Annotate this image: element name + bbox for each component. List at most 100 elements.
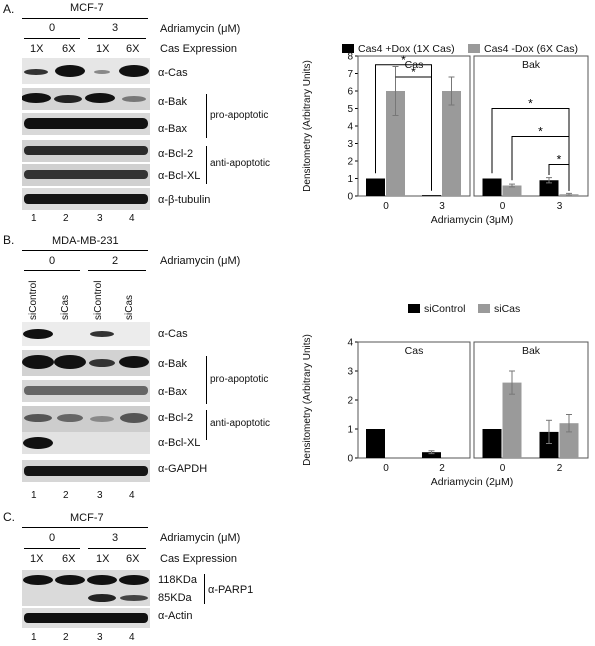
- panel-c-dose-0: 0: [49, 532, 56, 544]
- panel-c-cond-1: 1X: [30, 553, 44, 565]
- panel-a-cond-2: 6X: [62, 43, 76, 55]
- x-tick-label: 3: [439, 201, 445, 212]
- panel-b-dose-1: 2: [112, 255, 119, 267]
- panel-b-cell-line: MDA-MB-231: [52, 235, 119, 247]
- y-tick-label: 2: [347, 396, 353, 407]
- subpanel-frame-cas: [357, 55, 471, 197]
- panel-c-adriamycin-label: Adriamycin (μM): [160, 532, 241, 544]
- bar-bak-cas4-dox-1x-cas--3: [539, 180, 559, 196]
- panel-b-blot-label-2: α-Bak: [158, 358, 187, 370]
- chart-a-densitometry: Cas4 +Dox (1X Cas) Cas4 -Dox (6X Cas) Dens…: [302, 43, 589, 225]
- significance-star: *: [538, 125, 543, 139]
- panel-a-letter: A.: [3, 2, 15, 16]
- panel-a-dose-1: 3: [112, 22, 119, 34]
- bar-cas-cas4-dox-1x-cas--3: [422, 195, 441, 196]
- panel-c-cond-4: 6X: [126, 553, 140, 565]
- significance-bracket: [511, 136, 570, 191]
- panel-b-cond-1: siControl: [28, 280, 39, 320]
- bar-bak-sicas-2: [559, 423, 579, 458]
- bar-cas-sicontrol-2: [422, 452, 441, 458]
- bar-bak-sicontrol-2: [539, 431, 559, 458]
- x-axis-label: Adriamycin (3μM): [431, 214, 513, 225]
- panel-a-cond-4: 6X: [126, 43, 140, 55]
- panel-a-blot-label-2: α-Bak: [158, 96, 187, 108]
- panel-b-lane-2: 2: [63, 490, 69, 501]
- subpanel-frame-cas: [357, 341, 471, 459]
- panel-c-band-118: 118KDa: [158, 574, 197, 586]
- subpanel-title-cas: Cas: [405, 345, 424, 357]
- panel-c-lane-3: 3: [97, 632, 103, 643]
- panel-c-cell-line: MCF-7: [70, 512, 104, 524]
- panel-b-dose-0: 0: [49, 255, 56, 267]
- x-tick-label: 0: [500, 201, 506, 212]
- panel-b-lane-4: 4: [129, 490, 135, 501]
- panel-b-cond-2: siCas: [60, 294, 71, 320]
- panel-a-anti-apoptotic: anti-apoptotic: [210, 158, 271, 169]
- panel-c-actin-label: α-Actin: [158, 610, 193, 622]
- panel-a-blot-label-3: α-Bax: [158, 123, 187, 135]
- bar-bak-cas4-dox-6x-cas--0: [502, 185, 522, 196]
- y-tick-label: 1: [347, 425, 353, 436]
- x-tick-label: 0: [383, 463, 389, 474]
- panel-c-cas-expression-label: Cas Expression: [160, 553, 238, 565]
- significance-bracket: [491, 108, 570, 191]
- legend-label-1: siControl: [424, 303, 465, 315]
- panel-a-cell-line: MCF-7: [70, 2, 104, 14]
- panel-a-blot-label-4: α-Bcl-2: [158, 148, 194, 160]
- legend-swatch-1: [342, 44, 354, 53]
- y-axis-label: Densitometry (Arbitrary Units): [302, 334, 313, 466]
- y-tick-label: 0: [347, 192, 353, 203]
- panel-a-blot-label-1: α-Cas: [158, 67, 188, 79]
- y-tick-label: 0: [347, 454, 353, 465]
- panel-a-blot-label-5: α-Bcl-XL: [158, 170, 201, 182]
- legend-label-2: Cas4 -Dox (6X Cas): [484, 43, 578, 55]
- bar-bak-cas4-dox-1x-cas--0: [482, 178, 502, 196]
- panel-b-adriamycin-label: Adriamycin (μM): [160, 255, 241, 267]
- y-tick-label: 2: [347, 157, 353, 168]
- panel-a-western-blot: [21, 58, 150, 210]
- x-tick-label: 2: [439, 463, 445, 474]
- y-axis-label: Densitometry (Arbitrary Units): [302, 60, 313, 192]
- panel-c-parp-label: α-PARP1: [208, 584, 254, 596]
- x-tick-label: 0: [500, 463, 506, 474]
- y-tick-label: 3: [347, 139, 353, 150]
- y-tick-label: 7: [347, 69, 353, 80]
- panel-c-cond-3: 1X: [96, 553, 110, 565]
- panel-b-cond-3: siControl: [93, 280, 104, 320]
- y-tick-label: 4: [347, 122, 353, 133]
- panel-b-blot-label-6: α-GAPDH: [158, 463, 208, 475]
- panel-b-blot-label-5: α-Bcl-XL: [158, 437, 201, 449]
- subpanel-title-bak: Bak: [522, 345, 541, 357]
- panel-a-cond-3: 1X: [96, 43, 110, 55]
- panel-a-cas-expression-label: Cas Expression: [160, 43, 238, 55]
- panel-a-adriamycin-label: Adriamycin (μM): [160, 23, 241, 35]
- panel-b-lane-1: 1: [31, 490, 37, 501]
- panel-a-dose-0: 0: [49, 22, 56, 34]
- panel-a-lane-2: 2: [63, 213, 69, 224]
- panel-b-blot-label-3: α-Bax: [158, 386, 187, 398]
- y-tick-label: 4: [347, 338, 353, 349]
- panel-c-western-blot: [22, 570, 150, 628]
- legend-swatch-1: [408, 304, 420, 313]
- significance-star: *: [528, 97, 533, 111]
- chart-b-densitometry: siControl siCas Densitometry (Arbitrary Un…: [302, 303, 589, 488]
- bar-cas-sicontrol-0: [366, 429, 385, 458]
- panel-b-lane-3: 3: [97, 490, 103, 501]
- panel-c-band-85: 85KDa: [158, 592, 192, 604]
- panel-b-blot-label-1: α-Cas: [158, 328, 188, 340]
- y-tick-label: 1: [347, 174, 353, 185]
- panel-a-lane-1: 1: [31, 213, 37, 224]
- legend-swatch-2: [468, 44, 480, 53]
- x-tick-label: 2: [557, 463, 563, 474]
- legend-label-1: Cas4 +Dox (1X Cas): [358, 43, 455, 55]
- bar-cas-cas4-dox-6x-cas--0: [386, 91, 405, 196]
- significance-star: *: [411, 65, 416, 79]
- panel-b-cond-4: siCas: [124, 294, 135, 320]
- bar-bak-sicas-0: [502, 382, 522, 458]
- panel-a-blot-label-6: α-β-tubulin: [158, 194, 211, 206]
- panel-a-cond-1: 1X: [30, 43, 44, 55]
- significance-bracket: [395, 76, 432, 189]
- legend-swatch-2: [478, 304, 490, 313]
- panel-c-lane-1: 1: [31, 632, 37, 643]
- subpanel-frame-bak: [473, 341, 589, 459]
